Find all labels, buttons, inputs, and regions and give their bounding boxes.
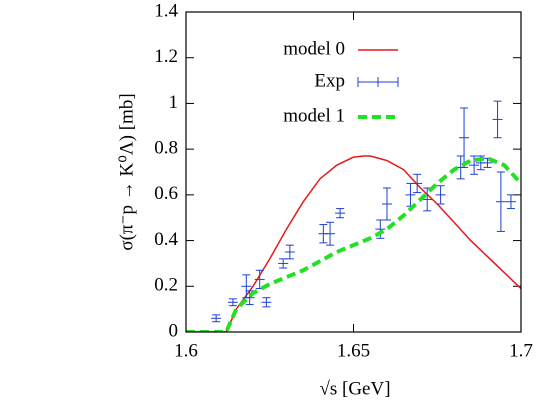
y-tick-label: 1.4 xyxy=(154,0,178,21)
y-tick-label: 0 xyxy=(169,320,179,341)
y-tick-label: 0.6 xyxy=(154,183,178,204)
series-line xyxy=(186,155,521,332)
x-tick-label: 1.7 xyxy=(509,340,533,361)
plot-frame xyxy=(185,11,522,333)
y-tick-label: 0.8 xyxy=(154,138,178,159)
x-tick-label: 1.6 xyxy=(174,340,198,361)
x-tick-label: 1.65 xyxy=(337,340,370,361)
legend-label: model 1 xyxy=(283,105,345,126)
legend-label: model 0 xyxy=(283,38,345,59)
y-tick-label: 0.2 xyxy=(154,275,178,296)
y-tick-label: 0.4 xyxy=(154,229,178,250)
legend-label: Exp xyxy=(314,70,345,91)
y-tick-label: 1.2 xyxy=(154,46,178,67)
series-line xyxy=(186,156,521,332)
y-axis-label: σ(π⁻p → K⁰Λ) [mb] xyxy=(116,93,137,250)
y-tick-label: 1 xyxy=(169,92,179,113)
x-axis-label: √s [GeV] xyxy=(319,378,390,399)
